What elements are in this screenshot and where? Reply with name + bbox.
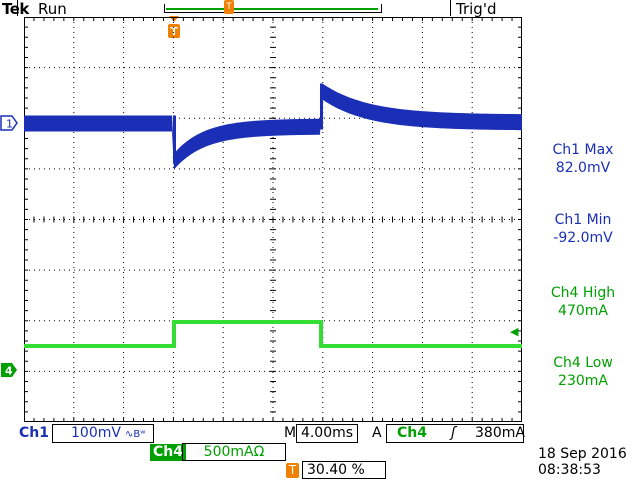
ch1-name[interactable]: Ch1	[19, 425, 49, 441]
svg-text:T: T	[170, 25, 178, 38]
ch1-bandwidth-icon: ∿Bʷ	[125, 429, 146, 440]
record-view-window	[166, 8, 378, 10]
waveform-display	[24, 17, 522, 422]
ch4-name[interactable]: Ch4	[150, 444, 186, 461]
acquisition-status: Run	[38, 0, 67, 18]
measurement-ch1-max: Ch1 Max 82.0mV	[528, 141, 638, 177]
waveform-traces	[24, 83, 522, 348]
trigger-level-arrow-icon[interactable]: ◀	[510, 325, 519, 338]
ch1-falling-edge	[173, 115, 176, 164]
top-divider-right	[450, 0, 451, 16]
ch1-waveform	[24, 83, 522, 170]
trigger-position-value[interactable]: 30.40 %	[302, 461, 386, 479]
time-display: 08:38:53	[538, 462, 601, 478]
measurement-value: 470mA	[558, 303, 608, 319]
measurement-label: Ch4 Low	[553, 355, 613, 371]
ch4-ground-marker-icon[interactable]: 4	[0, 362, 18, 378]
ch1-scale: 100mV	[71, 425, 121, 441]
graticule	[24, 17, 522, 422]
ch1-rising-edge	[320, 83, 323, 130]
measurement-ch1-min: Ch1 Min -92.0mV	[528, 211, 638, 247]
ch4-waveform	[24, 320, 522, 348]
measurement-value: -92.0mV	[553, 230, 613, 246]
trigger-position-top-icon: T	[224, 0, 234, 14]
measurement-value: 230mA	[558, 373, 608, 389]
trigger-position-icon: T	[286, 463, 299, 478]
brand-logo: Tek	[2, 0, 29, 18]
ch4-scale[interactable]: 500mAΩ	[182, 443, 286, 461]
timebase-prefix: M	[284, 425, 297, 441]
trigger-status: Trig'd	[456, 0, 497, 18]
svg-text:1: 1	[6, 118, 13, 131]
ch1-ground-marker-icon[interactable]: 1	[0, 115, 18, 131]
trigger-level: 380mA	[475, 425, 525, 441]
measurement-ch4-low: Ch4 Low 230mA	[528, 354, 638, 390]
trigger-source: Ch4	[397, 425, 427, 441]
trigger-settings-box[interactable]: Ch4 ʃ 380mA	[386, 424, 525, 443]
measurement-value: 82.0mV	[555, 160, 611, 176]
measurement-label: Ch1 Min	[554, 212, 612, 228]
record-length-bar	[164, 4, 382, 13]
measurement-label: Ch4 High	[550, 285, 616, 301]
svg-text:4: 4	[5, 365, 13, 378]
ch1-scale-box[interactable]: 100mV ∿Bʷ	[52, 424, 154, 443]
measurement-ch4-high: Ch4 High 470mA	[528, 284, 638, 320]
date-display: 18 Sep 2016	[538, 446, 627, 462]
timebase-value[interactable]: 4.00ms	[296, 424, 358, 443]
rising-edge-icon: ʃ	[451, 425, 456, 441]
top-divider-left	[17, 0, 18, 16]
measurement-label: Ch1 Max	[552, 142, 614, 158]
trigger-mode: A	[372, 425, 382, 441]
